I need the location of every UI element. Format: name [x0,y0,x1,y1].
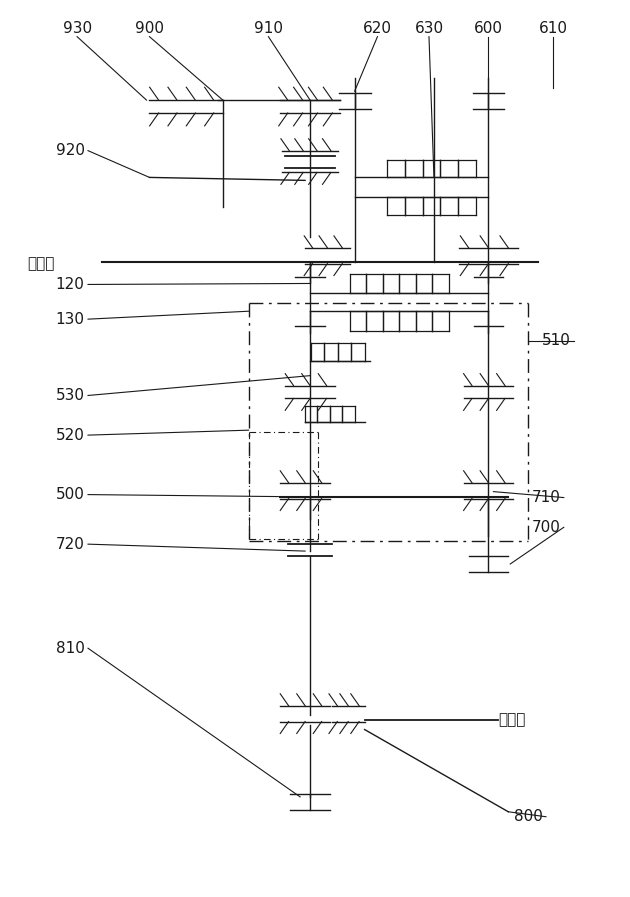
Text: 500: 500 [55,487,84,502]
Text: 710: 710 [532,490,560,505]
Text: 130: 130 [55,311,84,327]
Text: 800: 800 [513,809,542,824]
Text: 520: 520 [55,428,84,442]
Text: 输出轴: 输出轴 [498,712,526,727]
Text: 620: 620 [363,22,392,36]
Text: 700: 700 [532,519,560,535]
Text: 610: 610 [539,22,568,36]
Text: 720: 720 [55,536,84,552]
Text: 输入轴: 输入轴 [28,257,55,271]
Text: 810: 810 [55,640,84,656]
Text: 510: 510 [541,334,570,348]
Text: 530: 530 [55,388,84,403]
Text: 930: 930 [62,22,92,36]
Text: 600: 600 [474,22,503,36]
Text: 630: 630 [415,22,444,36]
Text: 910: 910 [254,22,283,36]
Text: 920: 920 [55,144,84,158]
Text: 120: 120 [55,277,84,292]
Text: 900: 900 [135,22,164,36]
